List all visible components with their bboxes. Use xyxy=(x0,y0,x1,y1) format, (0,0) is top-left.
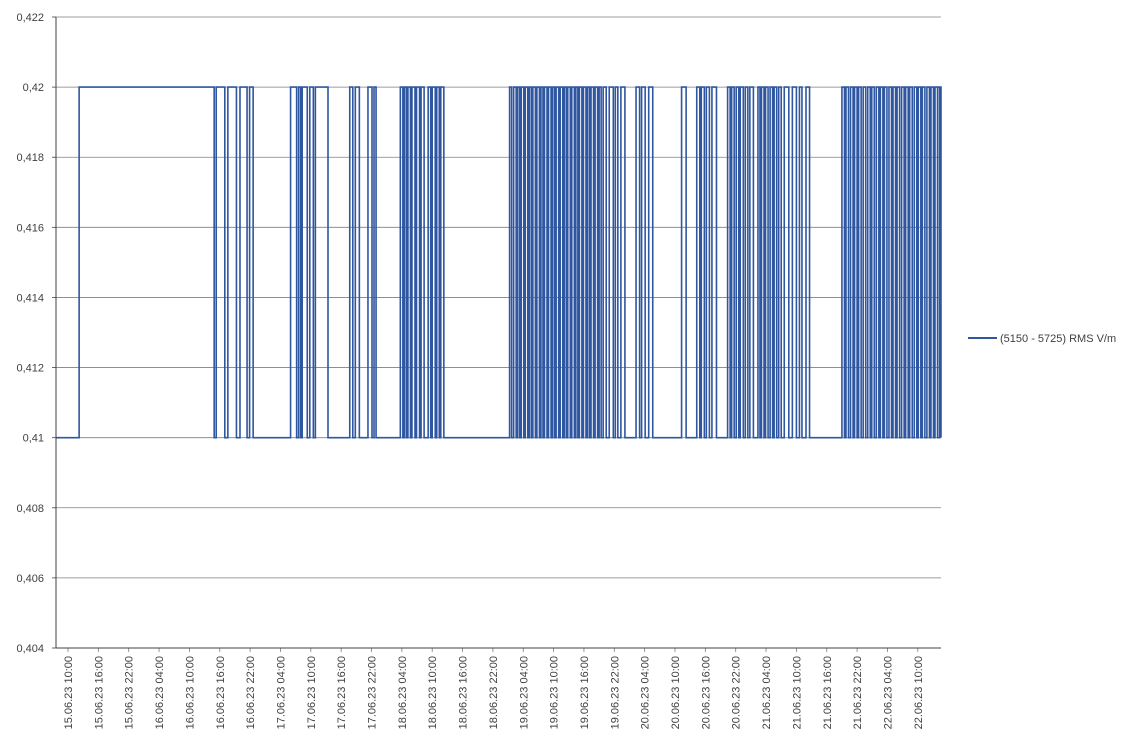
x-tick-label: 19.06.23 16:00 xyxy=(579,656,591,729)
x-tick-label: 21.06.23 22:00 xyxy=(852,656,864,729)
x-tick-label: 19.06.23 10:00 xyxy=(549,656,561,729)
y-tick-label: 0,414 xyxy=(16,292,44,304)
x-tick-label: 22.06.23 04:00 xyxy=(882,656,894,729)
series-line xyxy=(56,86,942,439)
y-tick-label: 0,418 xyxy=(16,152,44,164)
y-tick-label: 0,42 xyxy=(23,82,44,94)
x-tick-label: 21.06.23 10:00 xyxy=(791,656,803,729)
x-tick-label: 21.06.23 16:00 xyxy=(822,656,834,729)
x-tick-label: 22.06.23 10:00 xyxy=(913,656,925,729)
x-tick-label: 18.06.23 16:00 xyxy=(458,656,470,729)
x-tick-label: 17.06.23 16:00 xyxy=(336,656,348,729)
x-tick-label: 18.06.23 22:00 xyxy=(488,656,500,729)
x-tick-label: 16.06.23 16:00 xyxy=(215,656,227,729)
x-tick-label: 21.06.23 04:00 xyxy=(761,656,773,729)
x-tick-label: 17.06.23 04:00 xyxy=(275,656,287,729)
x-tick-label: 15.06.23 10:00 xyxy=(63,656,75,729)
x-tick-label: 20.06.23 22:00 xyxy=(731,656,743,729)
x-tick-label: 20.06.23 04:00 xyxy=(640,656,652,729)
x-tick-label: 17.06.23 10:00 xyxy=(306,656,318,729)
y-tick-label: 0,416 xyxy=(16,222,44,234)
x-tick-label: 18.06.23 10:00 xyxy=(427,656,439,729)
x-axis-tick-labels: 15.06.23 10:00 15.06.23 16:00 15.06.23 22:… xyxy=(63,648,925,729)
y-tick-label: 0,406 xyxy=(16,573,44,585)
series-layer xyxy=(56,86,942,439)
x-tick-label: 16.06.23 22:00 xyxy=(245,656,257,729)
legend: (5150 - 5725) RMS V/m xyxy=(968,333,1116,345)
y-tick-label: 0,412 xyxy=(16,363,44,375)
x-tick-label: 17.06.23 22:00 xyxy=(367,656,379,729)
x-tick-label: 19.06.23 22:00 xyxy=(609,656,621,729)
x-tick-label: 18.06.23 04:00 xyxy=(397,656,409,729)
legend-label: (5150 - 5725) RMS V/m xyxy=(1000,333,1116,345)
x-tick-label: 16.06.23 04:00 xyxy=(154,656,166,729)
x-tick-label: 20.06.23 16:00 xyxy=(700,656,712,729)
y-tick-label: 0,41 xyxy=(23,433,44,445)
x-tick-label: 19.06.23 04:00 xyxy=(518,656,530,729)
gridlines xyxy=(56,16,941,649)
x-tick-label: 20.06.23 10:00 xyxy=(670,656,682,729)
x-tick-label: 15.06.23 22:00 xyxy=(124,656,136,729)
y-tick-label: 0,408 xyxy=(16,503,44,515)
x-tick-label: 16.06.23 10:00 xyxy=(184,656,196,729)
x-tick-label: 15.06.23 16:00 xyxy=(93,656,105,729)
y-tick-label: 0,422 xyxy=(16,12,44,24)
y-axis-tick-labels: 0,404 0,406 0,408 0,41 0,412 0,414 0,416 0,418 0… xyxy=(16,12,44,655)
y-tick-label: 0,404 xyxy=(16,643,44,655)
